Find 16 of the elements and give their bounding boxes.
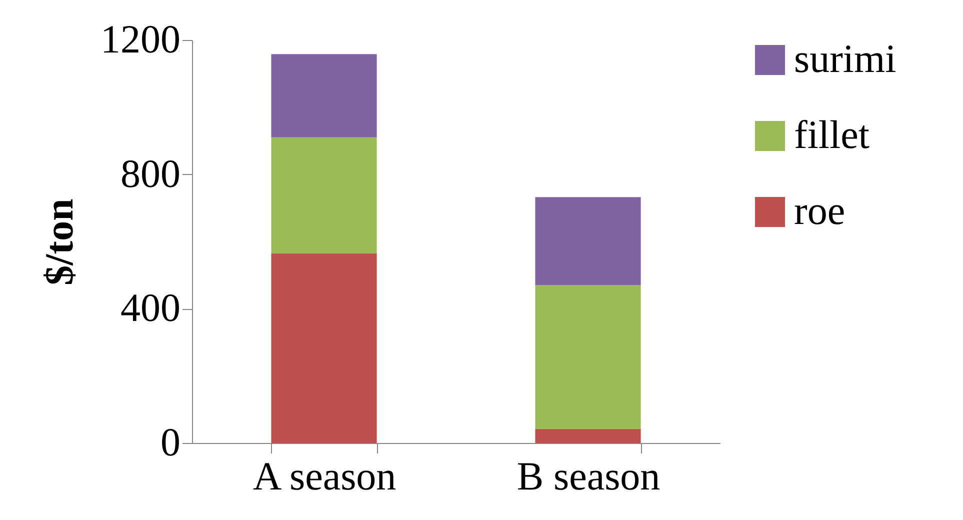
bar <box>535 428 641 443</box>
y-axis-title: $/ton <box>36 198 82 286</box>
bar <box>271 137 377 254</box>
legend-label: fillet <box>794 112 870 157</box>
y-tick-label: 0 <box>160 420 180 464</box>
legend-label: roe <box>794 188 846 233</box>
bar <box>535 197 641 286</box>
legend-label: surimi <box>794 36 896 81</box>
bar <box>271 253 377 443</box>
bar <box>271 54 377 138</box>
y-tick-label: 1200 <box>100 16 180 62</box>
x-tick-label: B season <box>516 454 660 498</box>
bar <box>535 285 641 429</box>
y-tick-label: 400 <box>120 285 180 330</box>
y-tick-label: 800 <box>120 150 180 196</box>
x-tick-label: A season <box>252 454 396 498</box>
